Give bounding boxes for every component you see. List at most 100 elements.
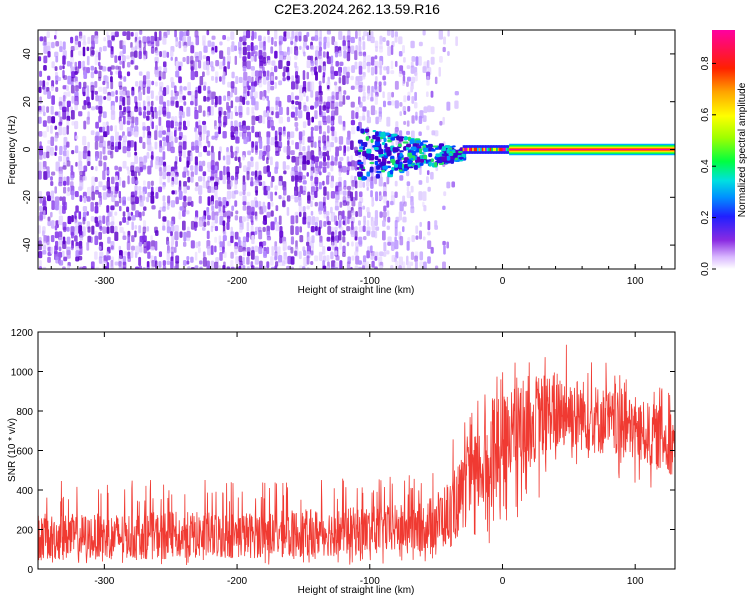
spectrogram-noise-cell	[311, 70, 314, 76]
spectrogram-noise-cell	[154, 70, 160, 78]
spectrogram-noise-cell	[294, 95, 300, 100]
spectrogram-noise-cell	[254, 45, 259, 51]
spectrogram-band-core	[478, 147, 482, 152]
spectrogram-signal-cell	[386, 150, 392, 156]
spectrogram-noise-cell	[383, 205, 387, 212]
spectrogram-noise-cell	[379, 265, 383, 269]
spectrogram-noise-cell	[126, 206, 130, 213]
spectrogram-noise-cell	[338, 31, 343, 40]
spectrogram-noise-cell	[398, 265, 402, 269]
spectrogram-signal-cell	[399, 150, 404, 153]
spectrogram-noise-cell	[122, 235, 127, 241]
spectrogram-noise-cell	[366, 211, 371, 218]
spectrogram-signal-cell	[369, 166, 374, 173]
spectrogram-noise-cell	[59, 196, 63, 201]
spectrogram-noise-cell	[50, 136, 55, 147]
spectrogram-noise-cell	[195, 161, 198, 167]
spectrogram-noise-cell	[334, 240, 338, 248]
spectrogram-noise-cell	[342, 40, 346, 47]
spectrogram-noise-cell	[310, 210, 314, 216]
spectrogram-noise-cell	[370, 31, 374, 39]
spectrogram-noise-cell	[366, 186, 369, 191]
spectrogram-noise-cell	[330, 165, 334, 172]
spectrogram-noise-cell	[42, 230, 45, 237]
spectrogram-noise-cell	[39, 260, 42, 268]
spectrogram-noise-cell	[315, 186, 319, 192]
spectrogram-signal-cell	[374, 140, 381, 147]
spectrogram-noise-cell	[38, 110, 43, 115]
spectrogram-noise-cell	[39, 36, 44, 42]
spectrogram-noise-cell	[63, 150, 67, 157]
spectrogram-noise-cell	[106, 121, 109, 126]
spectrogram-noise-cell	[178, 141, 183, 147]
spectrogram-noise-cell	[218, 151, 221, 161]
spectrogram-noise-cell	[110, 205, 115, 211]
spectrogram-noise-cell	[227, 95, 231, 101]
spectrogram-noise-cell	[227, 61, 230, 70]
spectrogram-signal-cell	[360, 168, 366, 172]
spectrogram-noise-cell	[302, 121, 307, 129]
spectrogram-noise-cell	[122, 216, 127, 223]
spectrogram-noise-cell	[442, 46, 446, 53]
spectrogram-noise-cell	[98, 65, 103, 70]
spectrogram-noise-cell	[442, 116, 445, 125]
spectrogram-noise-cell	[130, 46, 135, 51]
spectrogram-noise-cell	[326, 236, 331, 242]
spectrogram-noise-cell	[242, 205, 247, 211]
spectrogram-noise-cell	[174, 136, 178, 143]
spectrogram-noise-cell	[234, 55, 238, 65]
spectrogram-noise-cell	[47, 170, 51, 178]
spectrogram-noise-cell	[222, 231, 227, 236]
spectrogram-noise-cell	[95, 95, 99, 102]
spectrogram-noise-cell	[374, 251, 379, 257]
spectrogram-noise-cell	[114, 211, 118, 216]
spectrogram-noise-cell	[394, 100, 399, 109]
spectrogram-noise-cell	[90, 216, 95, 222]
spectrogram-noise-cell	[327, 220, 331, 226]
spectrogram-noise-cell	[47, 50, 51, 58]
spectrogram-noise-cell	[410, 261, 414, 266]
spectrogram-noise-cell	[206, 130, 210, 137]
spectrogram-noise-cell	[82, 150, 87, 160]
spectrogram-noise-cell	[287, 51, 290, 56]
spectrogram-noise-cell	[134, 190, 138, 198]
spectrogram-noise-cell	[354, 61, 358, 70]
spectrogram-noise-cell	[358, 65, 363, 75]
spectrogram-noise-cell	[387, 101, 392, 106]
spectrogram-noise-cell	[343, 145, 346, 154]
spectrogram-signal-cell	[409, 139, 415, 145]
spectrogram-noise-cell	[186, 231, 191, 238]
spectrogram-noise-cell	[46, 125, 50, 132]
spectrogram-noise-cell	[71, 190, 75, 201]
spectrogram-signal-cell	[419, 162, 424, 166]
spectrogram-noise-cell	[86, 46, 90, 52]
spectrogram-signal-cell	[370, 138, 374, 144]
spectrogram-noise-cell	[142, 80, 146, 89]
spectrogram-noise-cell	[338, 136, 344, 145]
spectrogram-noise-cell	[319, 235, 323, 243]
spectrogram-noise-cell	[350, 266, 353, 269]
spectrogram-noise-cell	[114, 231, 119, 242]
spectrogram-noise-cell	[279, 236, 283, 244]
spectrogram-noise-cell	[306, 45, 310, 51]
spectrogram-noise-cell	[126, 95, 131, 106]
spectrogram-noise-cell	[54, 186, 57, 194]
spectrogram-noise-cell	[362, 41, 366, 51]
spectrogram-noise-cell	[142, 110, 146, 119]
spectrogram-noise-cell	[275, 205, 279, 212]
spectrogram-noise-cell	[438, 30, 443, 40]
spectrogram-noise-cell	[155, 125, 158, 132]
spectrogram-signal-cell	[361, 142, 368, 146]
spectrogram-noise-cell	[323, 186, 327, 196]
spectrogram-noise-cell	[371, 85, 374, 94]
spectrogram-noise-cell	[447, 30, 450, 37]
spectrogram-noise-cell	[182, 260, 187, 266]
spectrogram-noise-cell	[279, 230, 284, 238]
spectrogram-band-core	[483, 147, 486, 152]
spectrogram-noise-cell	[46, 191, 51, 197]
spectrogram-noise-cell	[406, 81, 409, 88]
spectrogram-band-core	[467, 147, 470, 152]
spectrogram-noise-cell	[270, 85, 275, 91]
spectrogram-noise-cell	[298, 35, 302, 42]
